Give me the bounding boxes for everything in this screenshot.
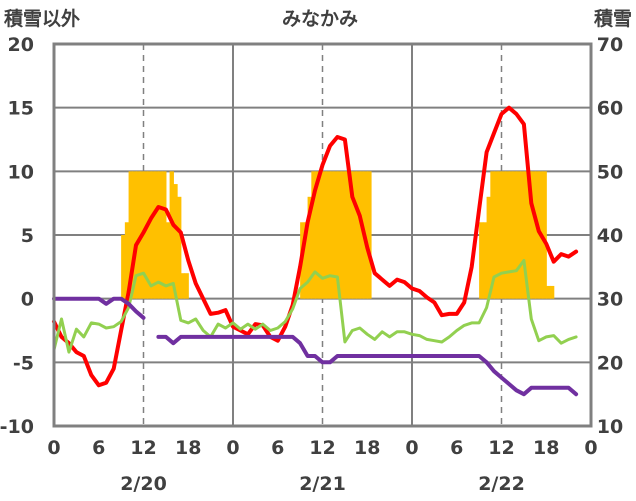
x-tick-label: 12 [309, 437, 335, 459]
snow-bar [303, 222, 309, 299]
snow-bar [367, 171, 372, 299]
x-tick-label: 6 [450, 437, 463, 459]
snow-bar [180, 273, 186, 299]
series-lines [52, 105, 579, 397]
snow-bar [132, 171, 137, 299]
right-y-tick-label: 70 [597, 34, 623, 56]
snow-bar [341, 171, 346, 299]
snow-bar [497, 171, 503, 299]
right-axis-title: 積雪 [594, 7, 632, 30]
chart-title: みなかみ [282, 8, 358, 30]
snow-bar [143, 171, 148, 299]
x-tick-label: 0 [226, 437, 239, 459]
snow-bar [535, 171, 540, 299]
snow-depth-bars [121, 171, 555, 299]
snow-bar [344, 171, 350, 299]
snow-bar [326, 171, 331, 299]
snow-bar [136, 171, 141, 299]
snow-bar [315, 171, 320, 299]
day-label: 2/22 [478, 473, 525, 495]
left-y-tick-label: 5 [21, 225, 34, 247]
snow-bar [124, 222, 130, 299]
snow-bar [352, 171, 357, 299]
snow-bar [158, 171, 163, 299]
x-tick-label: 6 [92, 437, 105, 459]
snow-bar [527, 171, 532, 299]
x-tick-label: 0 [405, 437, 418, 459]
snow-bar [482, 222, 488, 299]
left-y-tick-label: -5 [13, 352, 34, 374]
x-tick-label: 18 [354, 437, 380, 459]
snow-bar [162, 171, 167, 299]
snow-bar [128, 171, 133, 299]
day-label: 2/21 [299, 473, 346, 495]
left-y-tick-label: 0 [21, 289, 34, 311]
snow-bar [184, 273, 189, 299]
snow-bar [173, 184, 178, 299]
snow-bar [329, 171, 335, 299]
day-label: 2/20 [120, 473, 167, 495]
snow-bar [516, 171, 521, 299]
x-tick-label: 6 [271, 437, 284, 459]
snow-bar [505, 171, 510, 299]
snow-bar [494, 171, 499, 299]
x-tick-label: 18 [533, 437, 559, 459]
snow-bar [549, 285, 555, 299]
left-y-tick-label: 10 [8, 161, 34, 183]
right-y-tick-label: 20 [597, 352, 623, 374]
snow-bar [307, 196, 312, 299]
left-axis-title: 積雪以外 [4, 7, 80, 30]
snow-bar [154, 171, 160, 299]
snow-bar [150, 171, 156, 299]
snow-bar [337, 171, 342, 299]
red-series-line [52, 105, 579, 388]
snow-bar [523, 171, 529, 299]
right-y-tick-label: 50 [597, 161, 623, 183]
x-tick-label: 12 [488, 437, 514, 459]
right-y-tick-label: 10 [597, 416, 623, 438]
left-y-tick-label: -10 [0, 416, 34, 438]
snow-bar [486, 196, 491, 299]
snow-bar [479, 222, 484, 299]
snow-bar [165, 222, 171, 299]
snow-bar [520, 171, 525, 299]
x-tick-label: 0 [47, 437, 60, 459]
snow-bar [318, 171, 324, 299]
right-y-tick-label: 40 [597, 225, 623, 247]
snow-bar [490, 171, 495, 299]
snow-bar [177, 196, 182, 299]
right-y-tick-label: 60 [597, 98, 623, 120]
left-y-tick-label: 20 [8, 34, 34, 56]
snow-bar [501, 171, 506, 299]
snow-bar [348, 171, 353, 299]
x-tick-label: 0 [584, 437, 597, 459]
snow-bar [512, 171, 518, 299]
snow-bar [147, 171, 152, 299]
plot-border [52, 42, 593, 428]
snow-bar [359, 171, 365, 299]
purple-series-line [52, 296, 579, 397]
plot-frame [52, 42, 593, 428]
left-y-tick-label: 15 [8, 98, 34, 120]
snow-bar [311, 171, 316, 299]
x-tick-label: 18 [175, 437, 201, 459]
snow-bar [508, 171, 514, 299]
snow-bar [169, 171, 174, 299]
snow-bar [356, 171, 361, 299]
green-series-line [52, 259, 578, 354]
right-y-tick-label: 30 [597, 289, 623, 311]
x-tick-label: 12 [130, 437, 156, 459]
snow-bar [333, 171, 339, 299]
snow-bar [531, 171, 536, 299]
snow-bar [546, 285, 551, 299]
snow-bar [542, 171, 547, 299]
snow-bar [121, 235, 126, 299]
snow-bar [322, 171, 327, 299]
